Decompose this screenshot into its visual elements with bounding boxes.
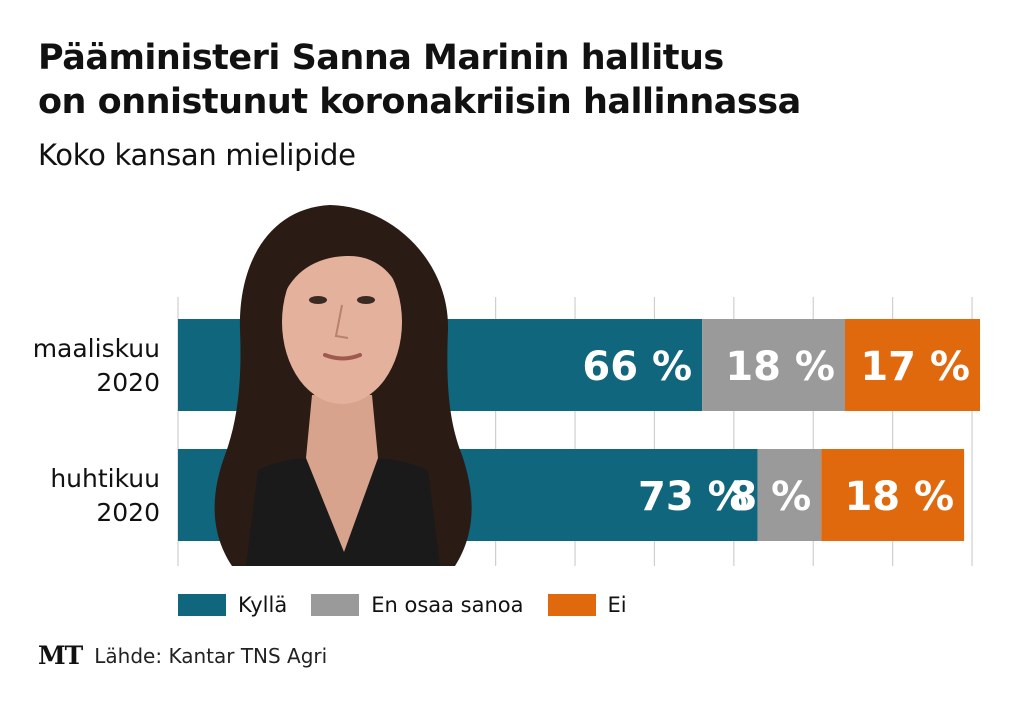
mt-logo: MT [38, 641, 83, 670]
bar-value-label: 73 % [638, 474, 748, 520]
legend-swatch-ei [547, 594, 596, 616]
legend-swatch-kylla [178, 594, 226, 616]
portrait-nose [334, 304, 349, 339]
bar-value-label: 17 % [860, 344, 970, 390]
bar-segment [821, 449, 965, 541]
legend-item-kylla: Kyllä [178, 593, 287, 617]
portrait-mouth [323, 353, 362, 361]
portrait-eye-right [357, 296, 375, 304]
legend-label-kylla: Kyllä [238, 593, 288, 617]
category-label: huhtikuu [50, 464, 160, 493]
chart-subtitle: Koko kansan mielipide [38, 138, 356, 172]
portrait-illustration [214, 205, 472, 566]
chart-title: Pääministeri Sanna Marinin hallitus on o… [38, 36, 998, 124]
value-labels: 66 % 18 % 17 % 73 %8 % 18 % [582, 344, 970, 520]
portrait-fringe [282, 232, 404, 300]
category-label: maaliskuu [33, 334, 160, 363]
legend-label-ei: Ei [607, 593, 627, 617]
bar-segment [702, 319, 846, 411]
legend-label-en-osaa-sanoa: En osaa sanoa [371, 593, 524, 617]
bar-value-label: 8 % [729, 474, 811, 520]
title-line-2: on onnistunut koronakriisin hallinnassa [38, 82, 801, 122]
category-labels: maaliskuu 2020 huhtikuu 2020 [33, 334, 160, 527]
source-text: Lähde: Kantar TNS Agri [94, 643, 328, 668]
legend: Kyllä En osaa sanoa Ei [178, 590, 651, 620]
portrait-face [282, 240, 402, 404]
bar-segment [757, 449, 822, 541]
legend-item-en-osaa-sanoa: En osaa sanoa [311, 593, 524, 617]
footer: MT Lähde: Kantar TNS Agri [38, 641, 327, 670]
title-line-1: Pääministeri Sanna Marinin hallitus [38, 38, 724, 78]
category-label: 2020 [96, 498, 160, 527]
bar-segment [845, 319, 980, 411]
legend-swatch-en-osaa-sanoa [311, 594, 360, 616]
category-label: 2020 [96, 368, 160, 397]
legend-item-ei: Ei [547, 593, 627, 617]
bar-value-label: 18 % [725, 344, 835, 390]
portrait-neck [306, 395, 378, 552]
portrait-eye-left [309, 296, 327, 304]
bar-value-label: 66 % [582, 344, 692, 390]
bar-value-label: 18 % [844, 474, 954, 520]
